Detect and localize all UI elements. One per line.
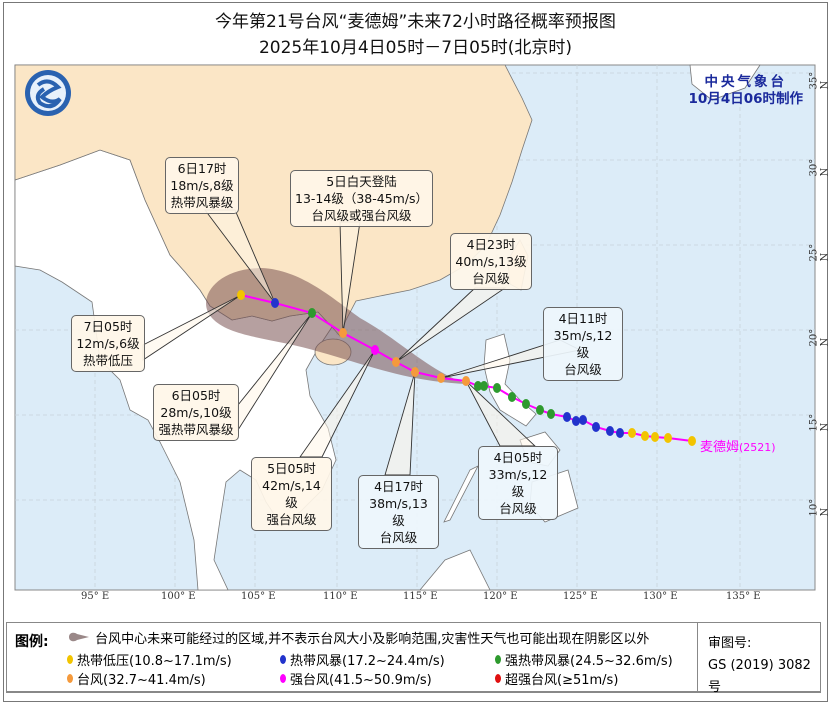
typhoon-position-marker: [606, 426, 614, 436]
page-frame: [3, 2, 828, 702]
typhoon-symbol-icon: [280, 674, 286, 683]
storm-id: (2521): [739, 441, 776, 454]
typhoon-position-marker: [688, 436, 696, 446]
typhoon-position-marker: [547, 409, 555, 419]
issue-time: 10月4日06时制作: [688, 91, 803, 107]
typhoon-position-marker: [437, 373, 445, 383]
longitude-tick-label: 125° E: [563, 591, 598, 602]
typhoon-symbol-icon: [280, 655, 286, 664]
map-title: 今年第21号台风“麦德姆”未来72小时路径概率预报图: [215, 12, 616, 32]
typhoon-position-marker: [271, 298, 279, 308]
longitude-tick-label: 100° E: [161, 591, 196, 602]
latitude-tick-label: 30° N: [808, 158, 831, 177]
forecast-callout: 4日23时 40m/s,13级 台风级: [450, 233, 532, 290]
typhoon-position-marker: [572, 416, 580, 426]
latitude-tick-label: 15° N: [808, 413, 831, 432]
forecast-callout: 7日05时 12m/s,6级 热带低压: [71, 315, 145, 372]
land-palawan: [443, 465, 479, 523]
typhoon-position-marker: [536, 405, 544, 415]
typhoon-position-marker: [339, 328, 347, 338]
forecast-callout: 4日11时 35m/s,12级 台风级: [543, 307, 623, 381]
forecast-callout: 5日05时 42m/s,14级 强台风级: [251, 457, 332, 531]
latitude-tick-label: 25° N: [808, 243, 831, 262]
typhoon-position-marker: [628, 428, 636, 438]
latitude-tick-label: 10° N: [808, 498, 831, 517]
land-borneo: [419, 549, 491, 591]
cone-icon: [69, 632, 89, 642]
map-subtitle: 2025年10月4日05时－7日05时(北京时): [258, 38, 573, 58]
typhoon-position-marker: [664, 433, 672, 443]
forecast-callout: 4日17时 38m/s,13级 台风级: [358, 475, 439, 549]
issuer-name: 中央气象台: [704, 74, 788, 90]
typhoon-position-marker: [462, 376, 470, 386]
longitude-tick-label: 105° E: [241, 591, 276, 602]
typhoon-position-marker: [237, 290, 245, 300]
legend-title: 图例:: [15, 634, 49, 650]
landfall-callout: 5日白天登陆 13-14级（38-45m/s） 台风级或强台风级: [290, 170, 433, 227]
typhoon-symbol-icon: [495, 655, 501, 664]
typhoon-position-marker: [392, 357, 400, 367]
typhoon-position-marker: [474, 381, 482, 391]
longitude-tick-label: 130° E: [643, 591, 678, 602]
longitude-tick-label: 110° E: [323, 591, 358, 602]
forecast-callout: 6日05时 28m/s,10级 强热带风暴级: [153, 384, 239, 441]
storm-name: 麦德姆: [700, 440, 740, 455]
legend-item-sts: 强热带风暴(24.5~32.6m/s): [495, 650, 673, 669]
typhoon-position-marker: [651, 432, 659, 442]
typhoon-position-marker: [493, 383, 501, 393]
latitude-tick-label: 20° N: [808, 328, 831, 347]
land-kyushu: [689, 64, 761, 101]
longitude-tick-label: 95° E: [81, 591, 110, 602]
typhoon-position-marker: [592, 422, 600, 432]
forecast-callout: 6日17时 18m/s,8级 热带风暴级: [165, 157, 239, 214]
map-review-number: 审图号: GS (2019) 3082号: [697, 623, 820, 695]
storm-name-label: 麦德姆(2521): [700, 436, 776, 455]
typhoon-position-marker: [508, 392, 516, 402]
legend: 图例: 台风中心未来可能经过的区域,并不表示台风大小及影响范围,灾害性天气也可能…: [6, 622, 821, 695]
issuer-block: 中央气象台 10月4日06时制作: [689, 74, 803, 108]
legend-cone-note: 台风中心未来可能经过的区域,并不表示台风大小及影响范围,灾害性天气也可能出现在阴…: [67, 628, 649, 647]
latitude-tick-label: 35° N: [808, 71, 831, 90]
typhoon-position-marker: [616, 428, 624, 438]
typhoon-position-marker: [563, 412, 571, 422]
typhoon-position-marker: [522, 399, 530, 409]
legend-item-ty: 台风(32.7~41.4m/s): [67, 669, 206, 688]
typhoon-symbol-icon: [495, 674, 501, 683]
typhoon-position-marker: [371, 345, 379, 355]
longitude-tick-label: 115° E: [403, 591, 438, 602]
typhoon-position-marker: [641, 431, 649, 441]
longitude-tick-label: 135° E: [726, 591, 761, 602]
forecast-callout: 4日05时 33m/s,12级 台风级: [478, 446, 558, 520]
legend-item-sty: 强台风(41.5~50.9m/s): [280, 669, 432, 688]
typhoon-position-marker: [308, 308, 316, 318]
longitude-tick-label: 120° E: [483, 591, 518, 602]
legend-item-ts: 热带风暴(17.2~24.4m/s): [280, 650, 445, 669]
typhoon-symbol-icon: [67, 655, 73, 664]
typhoon-position-marker: [480, 381, 488, 391]
typhoon-symbol-icon: [67, 674, 73, 683]
typhoon-position-marker: [411, 367, 419, 377]
legend-item-td: 热带低压(10.8~17.1m/s): [67, 650, 232, 669]
typhoon-position-marker: [579, 415, 587, 425]
legend-item-supty: 超强台风(≥51m/s): [495, 669, 618, 688]
cma-logo: [25, 70, 71, 116]
